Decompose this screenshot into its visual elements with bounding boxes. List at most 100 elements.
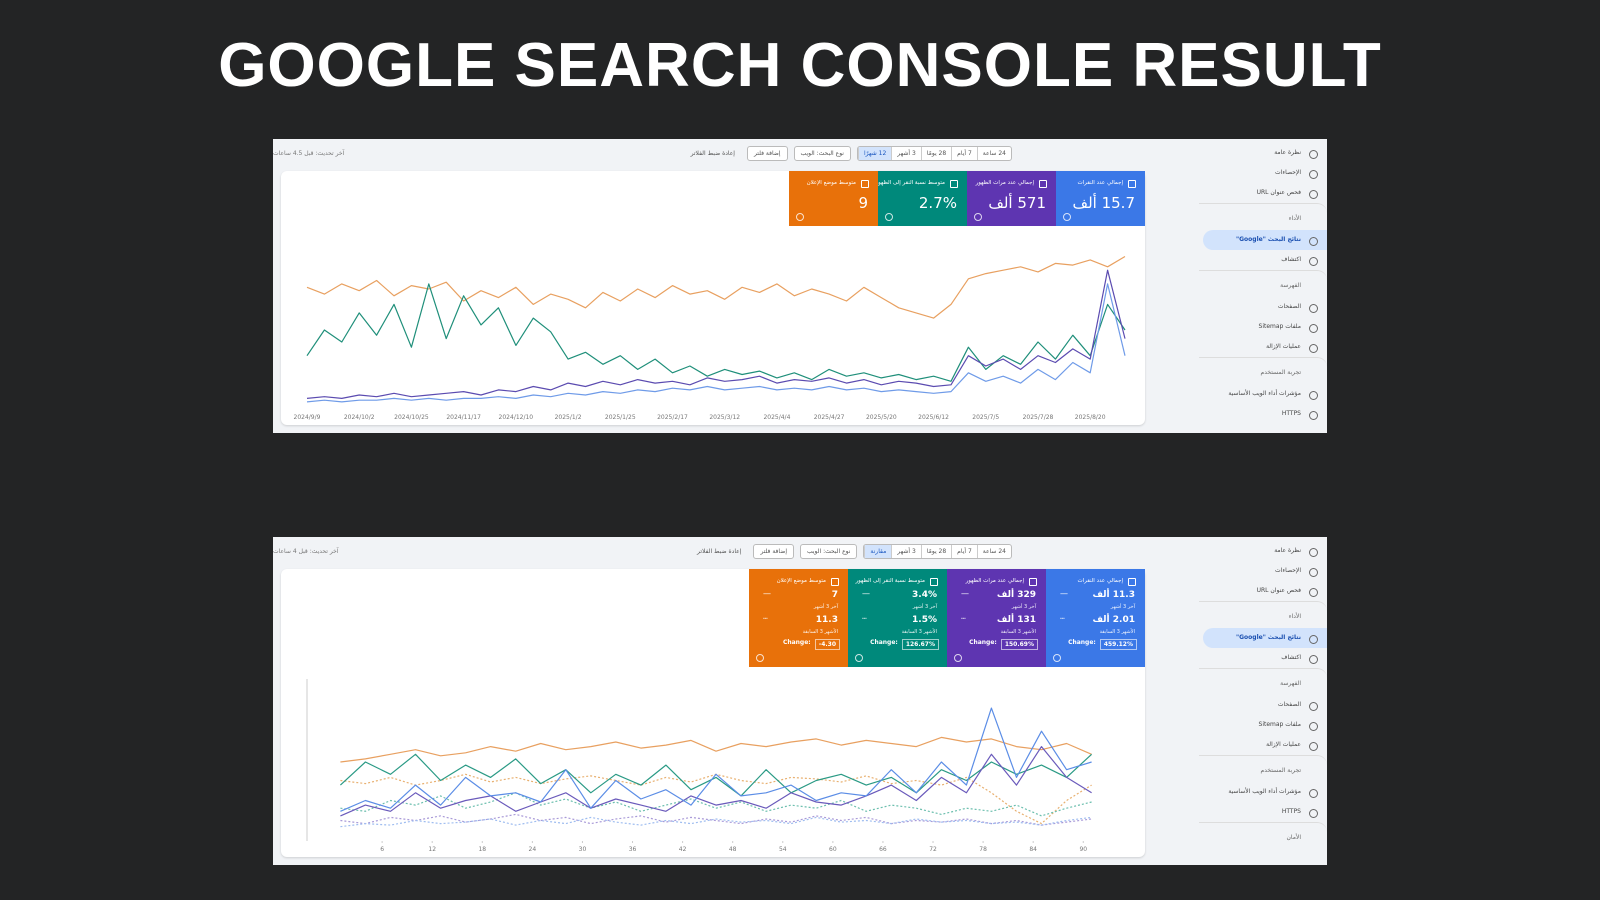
metric-card[interactable]: متوسط نسبة النقر إلى الظهور 2.7% — [875, 171, 967, 226]
x-tick-label: 2025/6/12 — [918, 414, 949, 421]
card-value: 9 — [858, 194, 868, 212]
sidebar-section[interactable]: تجربة المستخدم — [1199, 357, 1327, 384]
series-line — [340, 707, 1092, 812]
sidebar-item[interactable]: نتائج البحث "Google" — [1203, 230, 1327, 250]
card-value: 15.7 ألف — [1072, 194, 1135, 212]
card-previous-value: 2.01 ألف — [1092, 615, 1135, 625]
date-range-button[interactable]: 3 أشهر — [891, 146, 921, 160]
x-tick-label: 66 — [879, 846, 887, 853]
sidebar-item[interactable]: نتائج البحث "Google" — [1203, 628, 1327, 648]
date-range-button[interactable]: 28 يومًا — [920, 544, 951, 558]
x-tick-label: 2025/4/27 — [814, 414, 845, 421]
metric-card[interactable]: متوسط موضع الإعلان 9 — [789, 171, 878, 226]
metric-card[interactable]: إجمالي عدد مرات الظهور 329 ألف — ┄ آخر 3 أشه… — [947, 569, 1046, 667]
card-checkbox — [1029, 578, 1037, 586]
series-line — [340, 746, 1092, 817]
metric-card[interactable]: متوسط موضع الإعلان 7 — ┄ آخر 3 أشهر 11.3 الأشه… — [749, 569, 848, 667]
x-tick-label: 2025/2/17 — [657, 414, 688, 421]
sidebar-item[interactable]: عمليات الإزالة — [1199, 735, 1327, 755]
sidebar-item[interactable]: اكتشاف — [1199, 648, 1327, 668]
series-line — [306, 283, 1126, 382]
card-checkbox — [861, 180, 869, 188]
sidebar-item[interactable]: مؤشرات أداء الويب الأساسية — [1199, 782, 1327, 802]
metric-cards: إجمالي عدد النقرات 11.3 ألف — ┄ آخر 3 أشهر 2.… — [749, 569, 1145, 667]
slide-title: GOOGLE SEARCH CONSOLE RESULT — [218, 31, 1382, 100]
console-screenshot: 24 ساعة 7 أيام 28 يومًا 3 أشهر 12 شهرًا نوع ا… — [273, 139, 1327, 433]
sidebar-section[interactable]: الأداء — [1199, 601, 1327, 628]
date-range-selector: 24 ساعة 7 أيام 28 يومًا 3 أشهر 12 شهرًا — [856, 145, 1012, 161]
card-period: آخر 3 أشهر — [1011, 604, 1036, 610]
search-type-button[interactable]: نوع البحث: الويب — [793, 145, 851, 161]
metric-card[interactable]: إجمالي عدد النقرات 11.3 ألف — ┄ آخر 3 أشهر 2.… — [1046, 569, 1145, 667]
date-range-button[interactable]: 28 يومًا — [920, 146, 951, 160]
sidebar-item[interactable]: نظرة عامة — [1199, 143, 1327, 163]
x-tick-label: 2025/4/4 — [763, 414, 790, 421]
last-updated: آخر تحديث: قبل 4 ساعات — [273, 547, 339, 555]
x-tick-label: 2025/5/20 — [866, 414, 897, 421]
date-range-button[interactable]: مقارنة — [864, 544, 892, 558]
sidebar-item[interactable]: الصفحات — [1199, 695, 1327, 715]
date-range-button[interactable]: 24 ساعة — [976, 544, 1011, 558]
report-area: إجمالي عدد النقرات 11.3 ألف — ┄ آخر 3 أشهر 2.… — [281, 569, 1145, 857]
date-range-button[interactable]: 12 شهرًا — [857, 146, 892, 160]
legend-line: — — [1060, 589, 1068, 598]
card-change: Change: 459.12% — [1068, 639, 1137, 650]
metric-card[interactable]: إجمالي عدد مرات الظهور 571 ألف — [967, 171, 1056, 226]
card-previous-period: الأشهر 3 السابقة — [802, 629, 838, 635]
sidebar-item[interactable]: HTTPS — [1199, 404, 1327, 424]
sidebar-item[interactable]: نظرة عامة — [1199, 541, 1327, 561]
series-line — [339, 753, 1093, 797]
sidebar-item[interactable]: ملفات Sitemap — [1199, 317, 1327, 337]
series-line — [340, 773, 1092, 825]
sidebar-section[interactable]: تجربة المستخدم — [1199, 755, 1327, 782]
reset-filters-link[interactable]: إعادة ضبط الفلاتر — [690, 149, 735, 157]
x-tick-label: 48 — [729, 846, 737, 853]
reset-filters-link[interactable]: إعادة ضبط الفلاتر — [697, 547, 742, 555]
toolbar: 24 ساعة 7 أيام 28 يومًا 3 أشهر 12 شهرًا نوع ا… — [273, 145, 1192, 161]
x-tick-label: 6 — [380, 846, 384, 853]
date-range-button[interactable]: 7 أيام — [951, 544, 977, 558]
sidebar-item[interactable]: HTTPS — [1199, 802, 1327, 822]
sidebar-item[interactable]: الإحصاءات — [1199, 561, 1327, 581]
sidebar-item[interactable]: الصفحات — [1199, 297, 1327, 317]
card-label: متوسط نسبة النقر إلى الظهور — [875, 180, 945, 186]
date-range-button[interactable]: 24 ساعة — [976, 146, 1011, 160]
last-updated: آخر تحديث: قبل 4.5 ساعات — [273, 149, 345, 157]
sidebar-item[interactable]: الإحصاءات — [1199, 163, 1327, 183]
metric-card[interactable]: إجمالي عدد النقرات 15.7 ألف — [1056, 171, 1145, 226]
x-tick-label: 90 — [1079, 846, 1087, 853]
date-range-selector: 24 ساعة 7 أيام 28 يومًا 3 أشهر مقارنة — [863, 543, 1012, 559]
sidebar-item[interactable]: مؤشرات أداء الويب الأساسية — [1199, 384, 1327, 404]
add-filter-button[interactable]: إضافة فلتر — [753, 543, 794, 559]
legend-line: — — [862, 589, 870, 598]
help-icon — [855, 654, 863, 662]
sidebar-item[interactable]: عمليات الإزالة — [1199, 337, 1327, 357]
toolbar: 24 ساعة 7 أيام 28 يومًا 3 أشهر مقارنة نوع الب… — [273, 543, 1192, 559]
add-filter-button[interactable]: إضافة فلتر — [746, 145, 788, 161]
sidebar-item[interactable]: ملفات Sitemap — [1199, 715, 1327, 735]
card-change: Change: -4.30 — [783, 639, 840, 650]
date-range-button[interactable]: 7 أيام — [951, 146, 977, 160]
card-checkbox — [1128, 180, 1136, 188]
series-line — [340, 813, 1092, 826]
change-value: -4.30 — [814, 639, 840, 650]
card-label: إجمالي عدد مرات الظهور — [975, 180, 1034, 186]
legend-line: ┄ — [961, 614, 966, 623]
sidebar-section[interactable]: الأمان — [1199, 822, 1327, 849]
sidebar-item[interactable]: فحص عنوان URL — [1199, 581, 1327, 601]
sidebar-item[interactable]: فحص عنوان URL — [1199, 183, 1327, 203]
date-range-button[interactable]: 3 أشهر — [891, 544, 921, 558]
help-icon — [1053, 654, 1061, 662]
x-tick-label: 12 — [428, 846, 436, 853]
sidebar-section[interactable]: الفهرسة — [1199, 270, 1327, 297]
sidebar-section[interactable]: الفهرسة — [1199, 668, 1327, 695]
card-label: متوسط نسبة النقر إلى الظهور — [855, 578, 925, 584]
legend-line: — — [763, 589, 771, 598]
search-type-button[interactable]: نوع البحث: الويب — [800, 543, 858, 559]
card-checkbox — [950, 180, 958, 188]
sidebar-item[interactable]: اكتشاف — [1199, 250, 1327, 270]
metric-card[interactable]: متوسط نسبة النقر إلى الظهور 3.4% — ┄ آخر 3 أ… — [848, 569, 947, 667]
sidebar-section[interactable]: الأداء — [1199, 203, 1327, 230]
x-tick-label: 2025/3/12 — [709, 414, 740, 421]
